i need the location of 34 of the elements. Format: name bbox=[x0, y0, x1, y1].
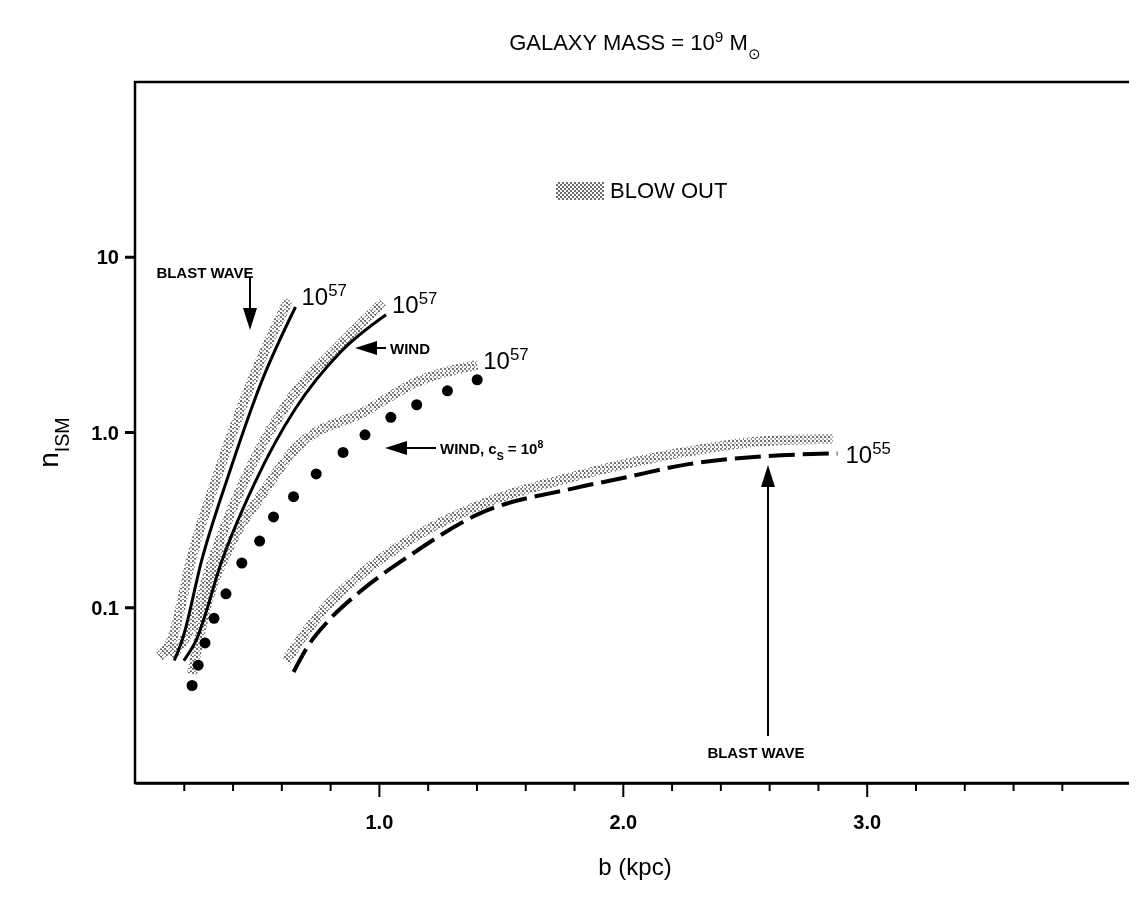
chart-title: GALAXY MASS = 10$^{9}$ M$_{⊙}$ bbox=[509, 27, 761, 62]
annotation: 10$^{55}$ bbox=[845, 438, 891, 469]
point bbox=[199, 637, 211, 649]
point bbox=[192, 659, 204, 671]
y-tick-label: 10 bbox=[96, 246, 119, 269]
annotation: 10$^{57}$ bbox=[483, 344, 529, 374]
point bbox=[254, 535, 266, 547]
point bbox=[220, 588, 232, 600]
point bbox=[186, 680, 198, 692]
point bbox=[385, 411, 397, 423]
point bbox=[208, 612, 220, 624]
point bbox=[310, 468, 322, 480]
point bbox=[337, 446, 349, 458]
x-tick-label: 1.0 bbox=[365, 811, 394, 834]
annotation: BLAST WAVE bbox=[707, 744, 805, 761]
point bbox=[359, 429, 371, 441]
line-series bbox=[172, 305, 297, 663]
annotation: WIND, c$_{S}$ = 10$^{8}$ bbox=[440, 438, 544, 462]
annotation: BLAST WAVE bbox=[156, 264, 254, 281]
annotation: WIND bbox=[390, 340, 431, 357]
point bbox=[288, 491, 300, 503]
point bbox=[236, 557, 248, 569]
legend-label: BLOW OUT bbox=[610, 178, 728, 203]
annotation: 10$^{57}$ bbox=[301, 280, 347, 311]
point bbox=[411, 399, 423, 411]
annotation: 10$^{57}$ bbox=[391, 288, 438, 318]
y-tick-label: 1.0 bbox=[91, 421, 119, 444]
point bbox=[268, 511, 280, 523]
x-axis-title: b (kpc) bbox=[598, 853, 672, 880]
x-tick-label: 3.0 bbox=[853, 811, 882, 834]
x-tick-label: 2.0 bbox=[609, 811, 638, 834]
point bbox=[441, 385, 453, 397]
point bbox=[471, 374, 483, 386]
y-tick-label: 0.1 bbox=[91, 596, 119, 619]
